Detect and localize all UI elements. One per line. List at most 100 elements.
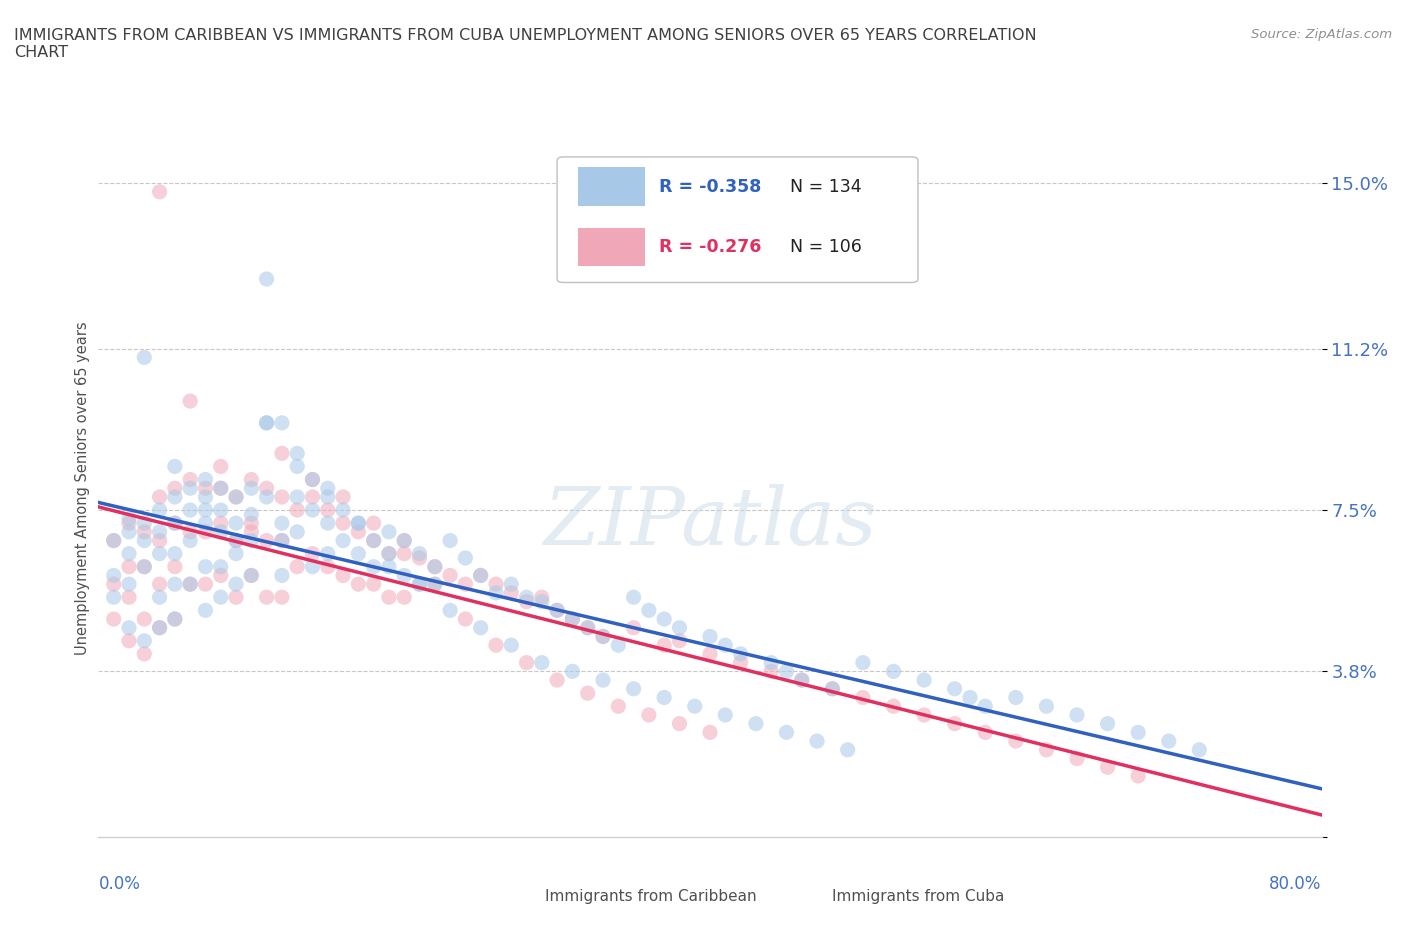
Point bbox=[163, 612, 186, 627]
Point bbox=[1097, 760, 1119, 775]
Point bbox=[118, 546, 141, 561]
Text: N = 106: N = 106 bbox=[790, 238, 862, 257]
Point bbox=[530, 594, 553, 609]
Point bbox=[118, 577, 141, 591]
Point bbox=[209, 481, 232, 496]
Point bbox=[454, 551, 477, 565]
Point bbox=[852, 655, 875, 670]
Point bbox=[363, 515, 385, 530]
Point bbox=[775, 725, 797, 740]
Point bbox=[378, 525, 401, 539]
Point bbox=[301, 546, 323, 561]
Point bbox=[134, 533, 156, 548]
Point bbox=[316, 481, 339, 496]
Point bbox=[821, 682, 844, 697]
Point bbox=[301, 502, 323, 517]
Point bbox=[134, 350, 156, 365]
Point bbox=[285, 459, 308, 474]
Point bbox=[118, 559, 141, 574]
Point bbox=[576, 620, 599, 635]
Point bbox=[179, 533, 201, 548]
Point bbox=[439, 568, 461, 583]
Point bbox=[256, 416, 278, 431]
Point bbox=[134, 559, 156, 574]
Point bbox=[392, 568, 416, 583]
Point bbox=[163, 481, 186, 496]
Point bbox=[194, 559, 217, 574]
Point bbox=[163, 546, 186, 561]
Point bbox=[883, 698, 905, 713]
Point bbox=[103, 590, 125, 604]
Point bbox=[546, 672, 568, 687]
Point bbox=[623, 682, 645, 697]
Point bbox=[285, 446, 308, 461]
Point bbox=[225, 489, 247, 504]
Point bbox=[392, 590, 416, 604]
Point bbox=[103, 533, 125, 548]
Point bbox=[423, 577, 446, 591]
Point bbox=[699, 725, 721, 740]
Point bbox=[194, 577, 217, 591]
Point bbox=[408, 577, 430, 591]
Point bbox=[347, 577, 370, 591]
Text: 80.0%: 80.0% bbox=[1270, 875, 1322, 894]
Point bbox=[163, 515, 186, 530]
Point bbox=[943, 682, 966, 697]
Point bbox=[103, 568, 125, 583]
Point bbox=[454, 612, 477, 627]
Point bbox=[179, 577, 201, 591]
Point bbox=[134, 525, 156, 539]
Point bbox=[714, 638, 737, 653]
Point bbox=[270, 515, 292, 530]
Point bbox=[134, 612, 156, 627]
Point bbox=[209, 525, 232, 539]
Point bbox=[912, 708, 935, 723]
Point bbox=[316, 559, 339, 574]
Point bbox=[623, 620, 645, 635]
Point bbox=[576, 620, 599, 635]
Point bbox=[225, 577, 247, 591]
Point bbox=[439, 603, 461, 618]
Point bbox=[745, 716, 768, 731]
Point bbox=[837, 742, 859, 757]
Point bbox=[301, 489, 323, 504]
Point bbox=[194, 481, 217, 496]
Point bbox=[209, 459, 232, 474]
Point bbox=[363, 533, 385, 548]
Point bbox=[501, 586, 523, 601]
Point bbox=[1157, 734, 1180, 749]
Point bbox=[576, 685, 599, 700]
Point bbox=[392, 546, 416, 561]
Point bbox=[516, 594, 538, 609]
Point bbox=[1035, 742, 1057, 757]
Point bbox=[209, 502, 232, 517]
Point bbox=[699, 629, 721, 644]
Point bbox=[378, 590, 401, 604]
Point bbox=[699, 646, 721, 661]
Point bbox=[225, 546, 247, 561]
Point bbox=[256, 590, 278, 604]
Point bbox=[1188, 742, 1211, 757]
Point bbox=[806, 734, 828, 749]
Point bbox=[347, 515, 370, 530]
Point bbox=[179, 577, 201, 591]
Point bbox=[270, 533, 292, 548]
Text: R = -0.358: R = -0.358 bbox=[658, 178, 761, 195]
Text: ZIPatlas: ZIPatlas bbox=[543, 485, 877, 562]
Point bbox=[637, 708, 661, 723]
FancyBboxPatch shape bbox=[578, 167, 645, 206]
Point bbox=[1004, 690, 1026, 705]
Point bbox=[347, 515, 370, 530]
Point bbox=[118, 525, 141, 539]
Point bbox=[149, 590, 172, 604]
Point bbox=[225, 489, 247, 504]
Point bbox=[852, 690, 875, 705]
Point bbox=[194, 502, 217, 517]
Point bbox=[516, 590, 538, 604]
Point bbox=[668, 633, 690, 648]
Point bbox=[561, 612, 583, 627]
Text: Immigrants from Caribbean: Immigrants from Caribbean bbox=[546, 889, 756, 904]
Point bbox=[332, 515, 354, 530]
Point bbox=[149, 184, 172, 199]
Point bbox=[301, 472, 323, 487]
